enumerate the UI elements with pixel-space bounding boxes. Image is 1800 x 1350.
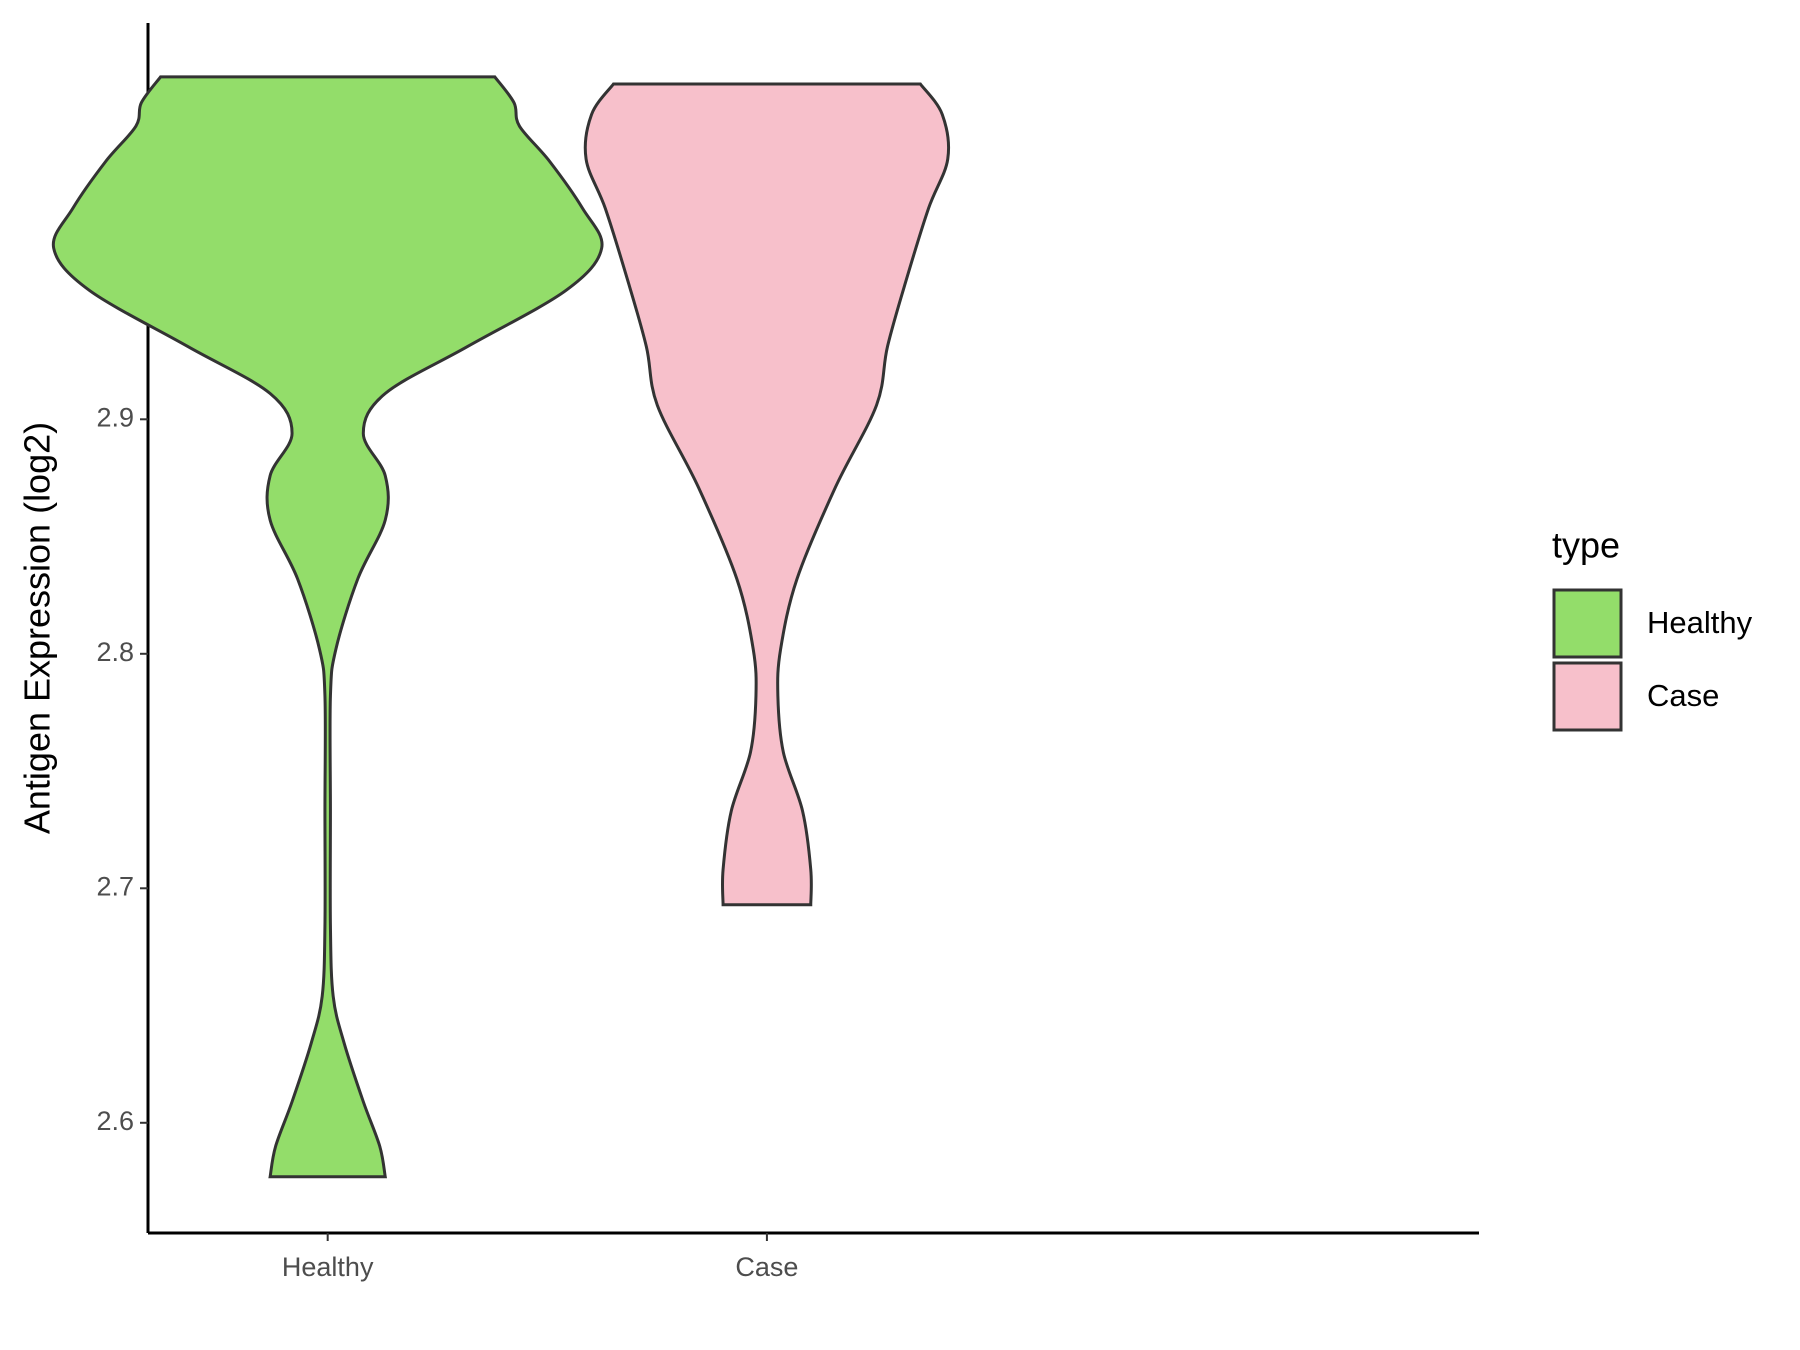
x-tick-label: Healthy xyxy=(282,1252,374,1282)
y-tick-label: 2.6 xyxy=(96,1106,134,1136)
legend-swatch xyxy=(1552,588,1623,659)
legend-swatch xyxy=(1552,661,1623,732)
legend-label: Healthy xyxy=(1647,605,1753,640)
violin xyxy=(583,82,951,907)
y-tick-label: 2.7 xyxy=(96,871,134,901)
legend-label: Case xyxy=(1647,678,1719,713)
legend-title: type xyxy=(1552,525,1620,566)
x-tick-label: Case xyxy=(735,1252,798,1282)
violin xyxy=(51,75,604,1179)
y-tick-label: 2.9 xyxy=(96,402,134,432)
y-axis-label: Antigen Expression (log2) xyxy=(17,422,58,834)
y-tick-label: 2.8 xyxy=(96,637,134,667)
